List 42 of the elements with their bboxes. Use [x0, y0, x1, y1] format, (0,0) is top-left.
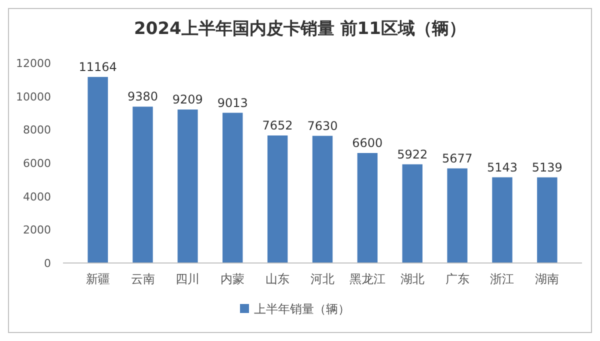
bar [178, 110, 198, 263]
data-label: 5139 [532, 160, 562, 174]
y-tick-label: 8000 [23, 124, 51, 137]
x-tick-label: 河北 [310, 272, 334, 286]
x-tick-label: 湖北 [400, 272, 424, 286]
data-label: 9380 [127, 90, 158, 104]
x-tick-label: 山东 [266, 272, 290, 286]
x-tick-label: 浙江 [490, 272, 514, 286]
bar [267, 135, 288, 263]
data-label: 7630 [307, 118, 338, 133]
bar [222, 112, 243, 263]
data-label: 9209 [172, 92, 203, 107]
x-tick-label: 内蒙 [220, 272, 245, 286]
bar [447, 168, 468, 263]
x-tick-label: 湖南 [535, 272, 560, 286]
data-label: 5143 [486, 160, 518, 174]
legend-label: 上半年销量（辆） [254, 302, 350, 316]
bar [312, 136, 333, 263]
data-label: 7652 [262, 118, 293, 132]
bar [88, 76, 108, 263]
bar [357, 153, 378, 263]
y-tick-label: 12000 [16, 57, 51, 70]
x-tick-label: 新疆 [86, 272, 110, 286]
data-label: 5922 [397, 147, 428, 162]
bar [492, 177, 512, 263]
x-tick-label: 四川 [176, 272, 200, 286]
data-label: 6600 [352, 136, 383, 150]
bar [402, 164, 422, 263]
data-label: 9013 [217, 96, 248, 110]
bar [537, 177, 558, 263]
y-tick-label: 6000 [23, 157, 51, 170]
data-label: 11164 [78, 60, 117, 74]
y-tick-label: 0 [44, 257, 51, 270]
bar [132, 106, 153, 263]
x-tick-label: 云南 [130, 272, 155, 286]
chart-title: 2024上半年国内皮卡销量 前11区域（辆） [134, 19, 466, 39]
data-label: 5677 [442, 151, 473, 166]
y-tick-label: 2000 [23, 224, 51, 237]
y-tick-label: 4000 [23, 190, 51, 204]
x-tick-label: 黑龙江 [349, 272, 386, 286]
y-tick-label: 10000 [16, 90, 51, 104]
x-tick-label: 广东 [445, 272, 470, 286]
